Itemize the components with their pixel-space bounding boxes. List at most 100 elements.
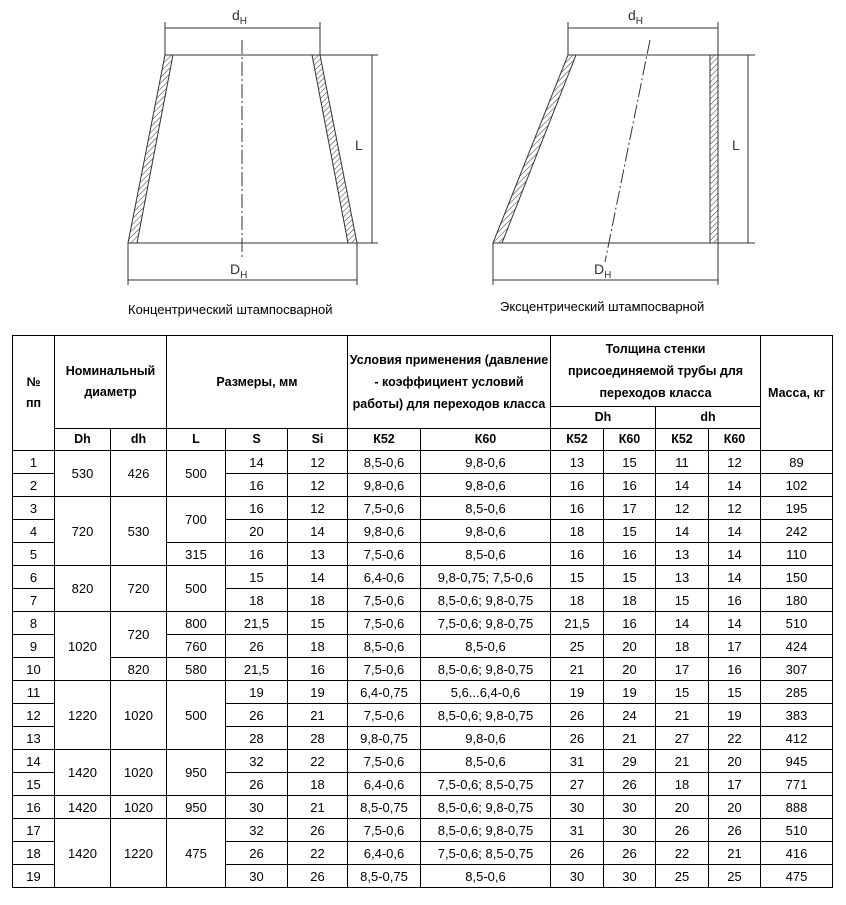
nominal-Dh-cell: 1420 (54, 818, 111, 888)
thickness-Si-cell: 26 (287, 864, 348, 888)
eccentric-caption: Эксцентрический штампосварной (500, 299, 705, 314)
mass-cell: 416 (760, 841, 833, 865)
nominal-dh-cell: 1020 (110, 749, 167, 796)
wall-dh-K52-cell: 17 (655, 657, 709, 681)
subheader-1: dh (110, 428, 167, 451)
row-number-cell: 9 (12, 634, 55, 658)
subheader-4: Si (287, 428, 348, 451)
mass-cell: 285 (760, 680, 833, 704)
wall-dh-K52-cell: 18 (655, 772, 709, 796)
wall-dh-K60-cell: 14 (708, 565, 761, 589)
wall-dh-K60-cell: 26 (708, 818, 761, 842)
thickness-S-cell: 32 (225, 749, 288, 773)
wall-dh-K60-cell: 12 (708, 496, 761, 520)
wall-dh-K60-cell: 14 (708, 473, 761, 497)
wall-Dh-K52-cell: 16 (550, 496, 604, 520)
mass-cell: 510 (760, 818, 833, 842)
thickness-S-cell: 21,5 (225, 657, 288, 681)
row-number-cell: 7 (12, 588, 55, 612)
thickness-Si-cell: 14 (287, 565, 348, 589)
thickness-Si-cell: 18 (287, 588, 348, 612)
length-L-cell: 800 (166, 611, 226, 635)
thickness-Si-cell: 21 (287, 795, 348, 819)
thickness-S-cell: 32 (225, 818, 288, 842)
conditions-K52-cell: 6,4-0,6 (347, 841, 421, 865)
mass-cell: 180 (760, 588, 833, 612)
length-L-cell: 500 (166, 680, 226, 750)
mass-cell: 383 (760, 703, 833, 727)
table-row: 18 26 22 6,4-0,6 7,5-0,6; 8,5-0,75 26 26 22 21 41… (12, 841, 833, 865)
conditions-K60-cell: 9,8-0,6 (420, 519, 551, 543)
wall-dh-K52-cell: 14 (655, 473, 709, 497)
conditions-K60-cell: 8,5-0,6 (420, 749, 551, 773)
wall-dh-K52-cell: 13 (655, 542, 709, 566)
table-row: 8 1020 720 800 21,5 15 7,5-0,6 7,5-0,6; 9,8-0,7… (12, 611, 833, 681)
subheader-7: К52 (550, 428, 604, 451)
table-row: 6 820 720 500 15 14 6,4-0,6 9,8-0,75; 7,5-0,6 15… (12, 565, 833, 612)
length-L-cell: 950 (166, 795, 226, 819)
mass-cell: 424 (760, 634, 833, 658)
row-number-cell: 6 (12, 565, 55, 589)
thickness-Si-cell: 14 (287, 519, 348, 543)
row-number-cell: 3 (12, 496, 55, 520)
mass-cell: 888 (760, 795, 833, 819)
thickness-S-cell: 21,5 (225, 611, 288, 635)
row-number-cell: 12 (12, 703, 55, 727)
nominal-Dh-cell: 1020 (54, 611, 111, 681)
table-row: 3 720 530 700 16 12 7,5-0,6 8,5-0,6 16 17 12 12 195 (12, 496, 833, 566)
table-row: 14 1420 1020 950 32 22 7,5-0,6 8,5-0,6 31 29 21 20 9… (12, 749, 833, 796)
table-row: 10 820 580 21,5 16 7,5-0,6 8,5-0,6; 9,8-0,75 21… (12, 657, 833, 681)
mass-cell: 771 (760, 772, 833, 796)
thickness-Si-cell: 12 (287, 473, 348, 497)
thickness-Si-cell: 18 (287, 772, 348, 796)
thickness-S-cell: 16 (225, 496, 288, 520)
wall-dh-K52-cell: 12 (655, 496, 709, 520)
mass-cell: 195 (760, 496, 833, 520)
subheader-3: S (225, 428, 288, 451)
conditions-K60-cell: 9,8-0,6 (420, 473, 551, 497)
wall-Dh-K60-cell: 15 (603, 450, 656, 474)
nominal-Dh-cell: 720 (54, 496, 111, 566)
conditions-K52-cell: 9,8-0,6 (347, 473, 421, 497)
length-L-cell: 700 (166, 496, 226, 543)
length-L-cell: 315 (166, 542, 226, 566)
wall-Dh-K52-cell: 26 (550, 726, 604, 750)
table-row: 4 20 14 9,8-0,6 9,8-0,6 18 15 14 14 242 (12, 519, 833, 543)
wall-dh-K60-cell: 15 (708, 680, 761, 704)
wall-Dh-K52-cell: 31 (550, 749, 604, 773)
conditions-K52-cell: 6,4-0,75 (347, 680, 421, 704)
wall-Dh-K60-cell: 20 (603, 634, 656, 658)
conditions-K52-cell: 6,4-0,6 (347, 772, 421, 796)
wall-dh-K60-cell: 22 (708, 726, 761, 750)
wall-Dh-K52-cell: 31 (550, 818, 604, 842)
wall-dh-K60-cell: 12 (708, 450, 761, 474)
wall-dh-K60-cell: 19 (708, 703, 761, 727)
row-number-cell: 4 (12, 519, 55, 543)
wall-dh-K52-cell: 15 (655, 588, 709, 612)
wall-Dh-K52-cell: 21,5 (550, 611, 604, 635)
wall-Dh-K52-cell: 16 (550, 473, 604, 497)
conditions-K52-cell: 9,8-0,75 (347, 726, 421, 750)
thickness-Si-cell: 13 (287, 542, 348, 566)
conditions-K60-cell: 8,5-0,6 (420, 496, 551, 520)
subheader-2: L (166, 428, 226, 451)
header-mass: Масса, кг (760, 335, 833, 451)
conditions-K60-cell: 8,5-0,6; 9,8-0,75 (420, 703, 551, 727)
nominal-dh-cell: 1020 (110, 795, 167, 819)
thickness-S-cell: 26 (225, 772, 288, 796)
wall-Dh-K52-cell: 18 (550, 519, 604, 543)
thickness-Si-cell: 12 (287, 450, 348, 474)
nominal-dh-cell: 720 (110, 611, 167, 658)
nominal-dh-cell: 530 (110, 496, 167, 566)
table-row: 16 1420 1020 950 30 21 8,5-0,75 8,5-0,6; 9,8-0,… (12, 795, 833, 819)
mass-cell: 150 (760, 565, 833, 589)
conditions-K52-cell: 6,4-0,6 (347, 565, 421, 589)
thickness-Si-cell: 12 (287, 496, 348, 520)
length-L-cell: 475 (166, 818, 226, 888)
wall-Dh-K52-cell: 27 (550, 772, 604, 796)
conditions-K60-cell: 9,8-0,75; 7,5-0,6 (420, 565, 551, 589)
conditions-K60-cell: 8,5-0,6 (420, 634, 551, 658)
length-L-cell: 580 (166, 657, 226, 681)
thickness-S-cell: 15 (225, 565, 288, 589)
wall-Dh-K60-cell: 29 (603, 749, 656, 773)
